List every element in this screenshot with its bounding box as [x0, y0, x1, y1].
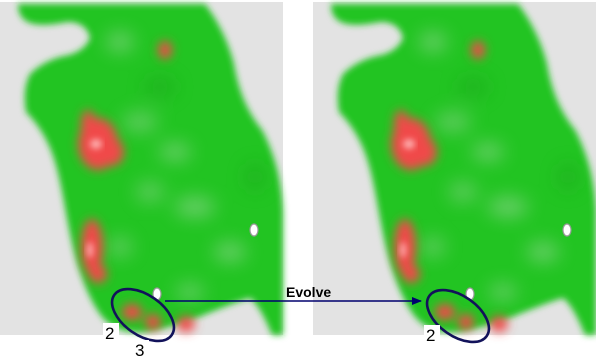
evolve-label: Evolve [286, 284, 331, 300]
label-box-2-after [424, 325, 440, 344]
terrain-map-after [313, 2, 596, 335]
region-label-2-before: 2 [105, 324, 114, 343]
panel-before [0, 2, 283, 343]
region-label-3-before: 3 [135, 341, 144, 358]
panel-after [313, 2, 596, 344]
region-label-2-after: 2 [426, 326, 435, 345]
highlight-ellipse-after [425, 288, 491, 344]
highlight-ellipse-before [110, 287, 176, 343]
label-box-2-before [103, 323, 119, 342]
label-box-3-before [134, 340, 149, 358]
terrain-map-before [0, 2, 283, 335]
